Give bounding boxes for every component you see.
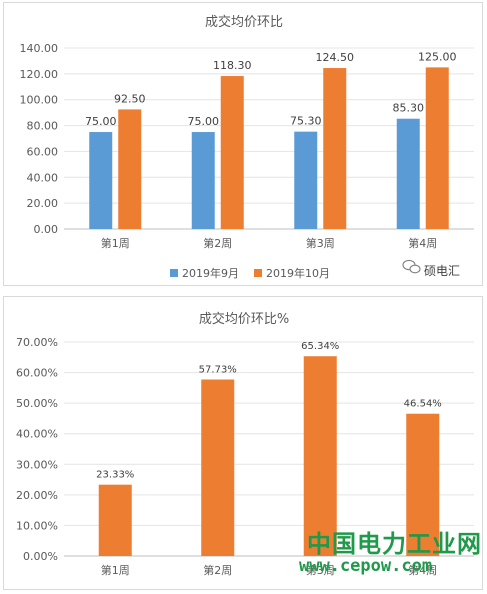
y-tick-label: 0.00% — [23, 550, 58, 563]
bar-1-1 — [98, 484, 132, 556]
x-tick-label: 第4周 — [408, 236, 437, 250]
y-tick-label: 40.00 — [27, 171, 59, 184]
y-tick-label: 40.00% — [16, 428, 58, 441]
data-label: 118.30 — [213, 59, 252, 72]
legend-swatch — [254, 269, 262, 277]
y-tick-label: 10.00% — [16, 519, 58, 532]
bar-1-2 — [191, 132, 215, 229]
chart-weekly-percent: 成交均价环比% 23.33% 57.73% 65.34% 46.54% 0.00% 10… — [16, 311, 474, 577]
y-tick-label: 0.00 — [34, 223, 59, 236]
data-label: 65.34% — [301, 341, 339, 352]
x-tick-label: 第3周 — [306, 236, 335, 250]
legend-label: 2019年9月 — [182, 266, 239, 280]
chart-title: 成交均价环比 — [205, 14, 283, 30]
y-tick-label: 20.00 — [27, 197, 59, 210]
bar-1-2 — [201, 379, 235, 556]
bar-2-3 — [323, 68, 347, 230]
legend-label: 2019年10月 — [266, 266, 330, 280]
chart-title: 成交均价环比% — [199, 311, 289, 327]
y-tick-label: 60.00 — [27, 145, 59, 158]
bar-2-4 — [425, 67, 449, 230]
account-watermark: 硕电汇 — [402, 259, 460, 278]
x-tick-label: 第2周 — [203, 563, 232, 577]
data-label: 57.73% — [199, 365, 237, 376]
bar-1-1 — [89, 132, 113, 229]
account-name: 硕电汇 — [424, 264, 460, 278]
bar-2-2 — [220, 76, 244, 230]
data-label: 75.00 — [188, 115, 220, 128]
data-label: 85.30 — [393, 102, 425, 115]
bar-1-4 — [396, 118, 420, 229]
y-tick-label: 100.00 — [20, 94, 59, 107]
x-tick-label: 第2周 — [203, 236, 232, 250]
y-tick-label: 120.00 — [20, 68, 59, 81]
x-tick-label: 第3周 — [306, 563, 335, 577]
y-tick-label: 30.00% — [16, 458, 58, 471]
data-label: 46.54% — [404, 399, 442, 410]
data-label: 75.00 — [85, 115, 117, 128]
chart-panel-weekly-price: 成交均价环比 75.00 92.50 75.00 118.30 75.30 124.50 8… — [3, 2, 483, 286]
legend-swatch — [170, 269, 178, 277]
x-tick-label: 第1周 — [101, 236, 130, 250]
data-label: 124.50 — [316, 51, 355, 64]
site-watermark-name: 中国电力工业网 — [307, 530, 482, 558]
wechat-icon — [402, 259, 421, 274]
data-label: 23.33% — [96, 470, 134, 481]
data-label: 125.00 — [418, 50, 457, 63]
x-tick-label: 第4周 — [408, 563, 437, 577]
bar-1-4 — [406, 413, 440, 556]
chart-panel-weekly-percent: 成交均价环比% 23.33% 57.73% 65.34% 46.54% 0.00% 10… — [3, 296, 483, 590]
x-tick-label: 第1周 — [101, 563, 130, 577]
y-tick-label: 80.00 — [27, 120, 59, 133]
site-watermark-url: www.cepow.com — [299, 556, 433, 576]
y-tick-label: 50.00% — [16, 397, 58, 410]
y-tick-label: 20.00% — [16, 489, 58, 502]
y-tick-label: 60.00% — [16, 367, 58, 380]
bar-1-3 — [303, 356, 337, 556]
y-tick-label: 140.00 — [20, 42, 59, 55]
data-label: 92.50 — [114, 92, 146, 105]
y-tick-label: 70.00% — [16, 336, 58, 349]
bar-1-3 — [294, 131, 318, 229]
data-label: 75.30 — [290, 115, 322, 128]
bar-2-1 — [118, 109, 142, 229]
chart-weekly-price: 成交均价环比 75.00 92.50 75.00 118.30 75.30 124.50 8… — [20, 14, 474, 280]
